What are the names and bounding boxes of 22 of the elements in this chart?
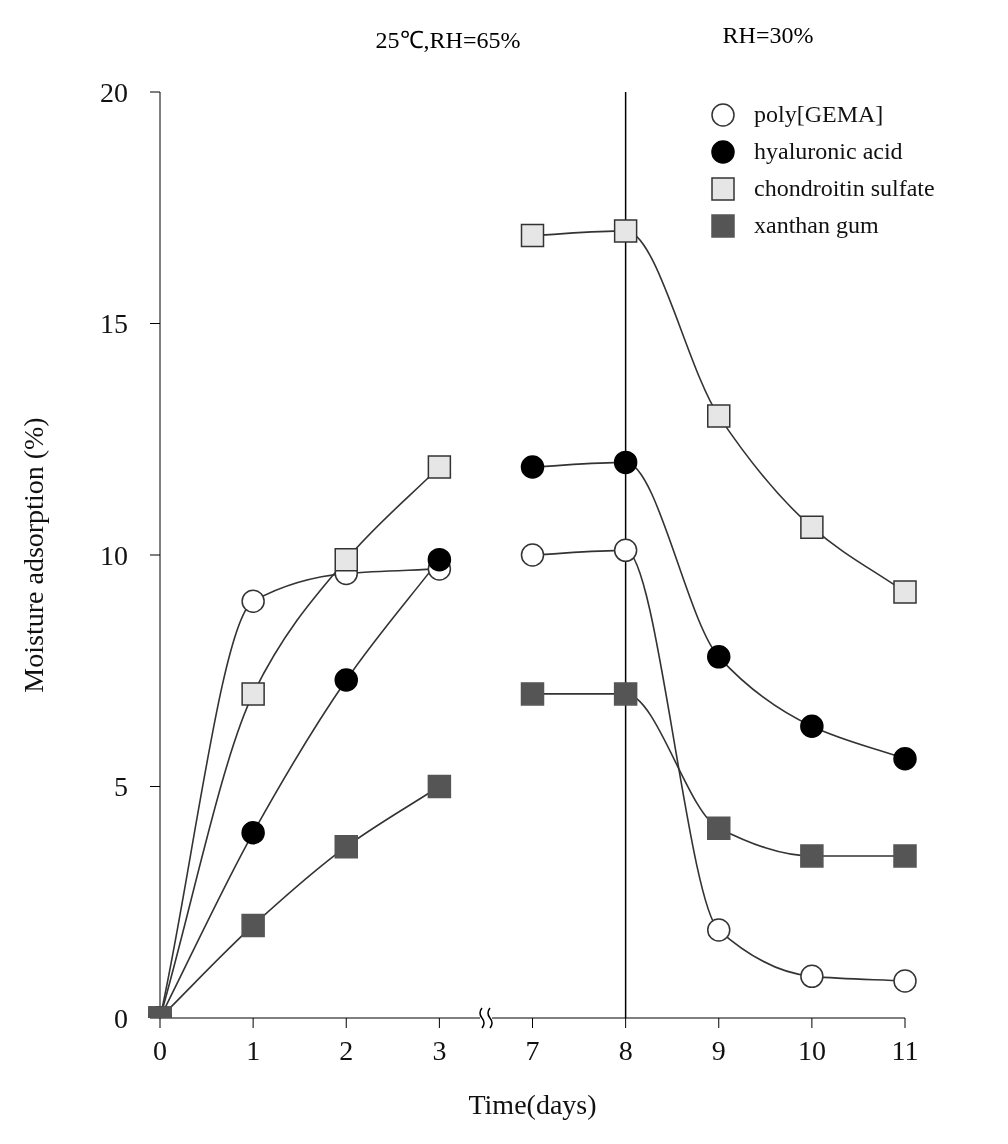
y-tick-label: 5 (114, 771, 128, 803)
y-axis-title: Moisture adsorption (%) (17, 417, 49, 693)
legend-label: chondroitin sulfate (754, 175, 935, 202)
x-tick-label: 1 (246, 1034, 261, 1066)
x-tick-label: 7 (525, 1034, 540, 1066)
x-tick-label: 11 (891, 1034, 919, 1066)
legend-label: poly[GEMA] (754, 101, 884, 128)
y-tick-label: 10 (100, 539, 128, 571)
x-tick-label: 10 (797, 1034, 826, 1066)
x-tick-label: 9 (711, 1034, 726, 1066)
x-tick-label: 3 (432, 1034, 447, 1066)
x-tick-label: 2 (339, 1034, 354, 1066)
text: 25℃,RH=65% (375, 26, 521, 55)
y-tick-label: 0 (114, 1002, 128, 1034)
y-tick-label: 20 (100, 76, 128, 108)
legend-label: xanthan gum (754, 212, 879, 239)
y-tick-label: 15 (100, 308, 128, 340)
legend-label: hyaluronic acid (754, 138, 903, 165)
x-tick-label: 8 (618, 1034, 633, 1066)
x-axis-title: Time(days) (468, 1089, 597, 1120)
x-tick-label: 0 (153, 1034, 167, 1066)
text: RH=30% (722, 22, 814, 49)
